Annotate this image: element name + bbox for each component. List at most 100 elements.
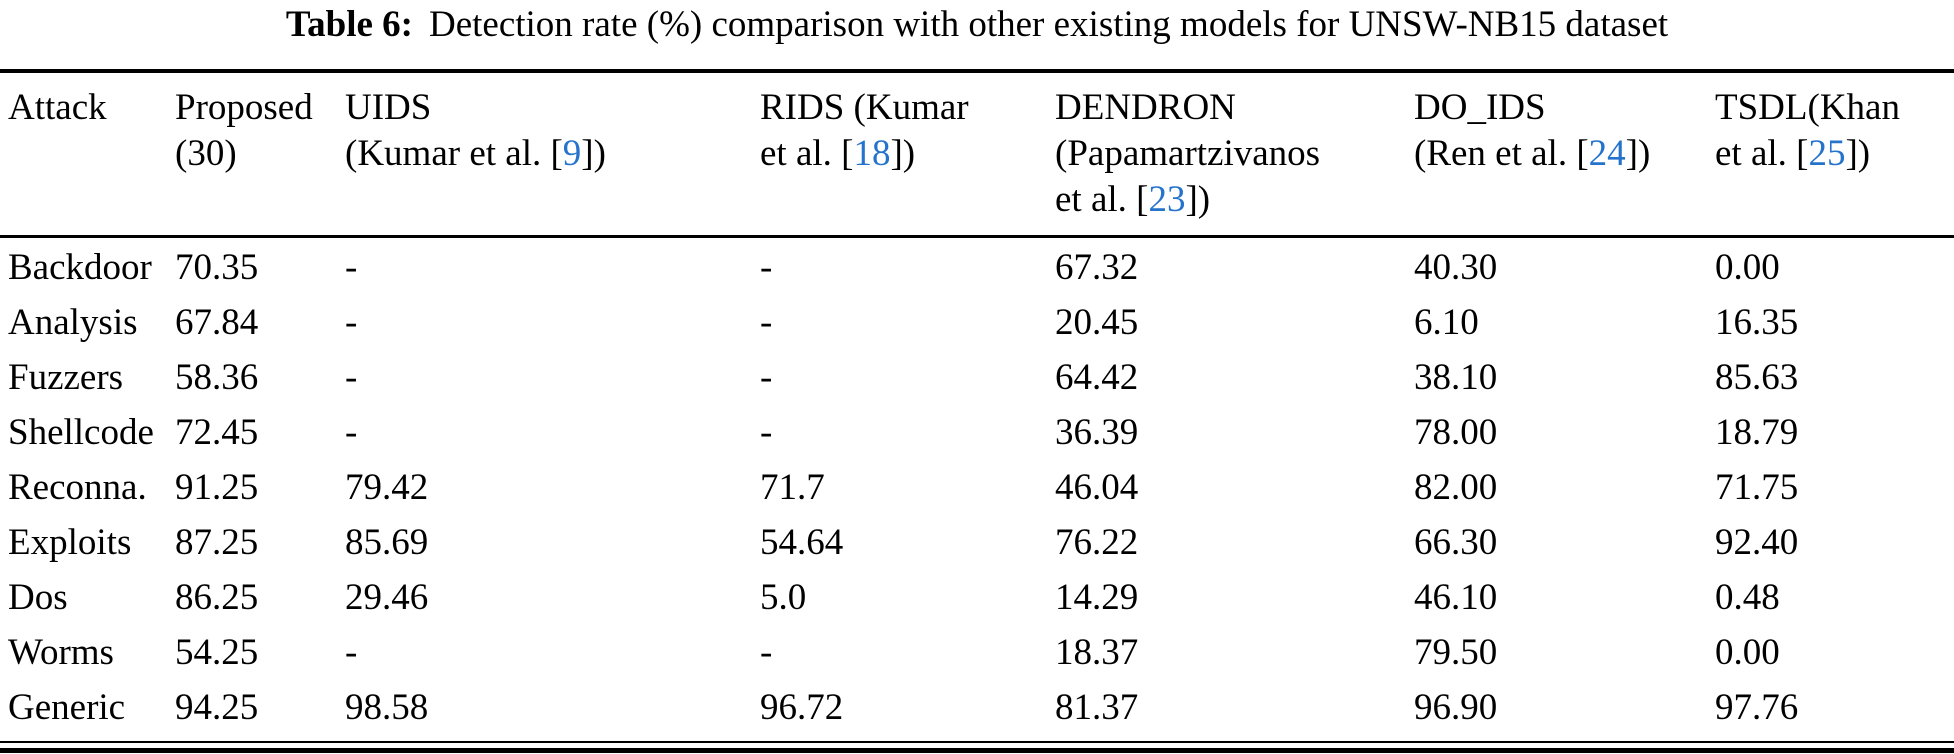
detection-rate-value: - — [760, 412, 773, 453]
table-row: Shellcode 72.45 - - 36.39 78.00 18.79 — [8, 405, 1954, 460]
column-header-line: UIDS — [345, 87, 432, 128]
table-row: Fuzzers 58.36 - - 64.42 38.10 85.63 — [8, 350, 1954, 405]
detection-rate-value: 0.00 — [1715, 632, 1780, 673]
column-header-uids: UIDS (Kumar et al. [9]) — [345, 85, 760, 223]
attack-name: Backdoor — [8, 247, 152, 288]
detection-rate-value: 40.30 — [1414, 247, 1498, 288]
column-header-line: (Kumar et al. [9]) — [345, 133, 606, 174]
detection-rate-value: 14.29 — [1055, 577, 1139, 618]
citation-link[interactable]: 23 — [1148, 179, 1186, 220]
detection-rate-value: 67.84 — [175, 302, 259, 343]
column-header-line: (Ren et al. [24]) — [1414, 133, 1651, 174]
citation-link[interactable]: 24 — [1588, 133, 1626, 174]
column-header-line: et al. [18]) — [760, 133, 916, 174]
detection-rate-value: 85.69 — [345, 522, 429, 563]
table-row: Analysis 67.84 - - 20.45 6.10 16.35 — [8, 295, 1954, 350]
detection-rate-value: 81.37 — [1055, 687, 1139, 728]
detection-rate-value: - — [760, 632, 773, 673]
detection-rate-value: 29.46 — [345, 577, 429, 618]
detection-rate-value: 97.76 — [1715, 687, 1799, 728]
detection-rate-value: 18.37 — [1055, 632, 1139, 673]
table-header-row: Attack Proposed (30) UIDS (Kumar et al. [9])… — [8, 85, 1954, 223]
detection-rate-value: 38.10 — [1414, 357, 1498, 398]
attack-name: Exploits — [8, 522, 132, 563]
attack-name: Fuzzers — [8, 357, 124, 398]
column-header-line: et al. [25]) — [1715, 133, 1871, 174]
detection-rate-value: 86.25 — [175, 577, 259, 618]
column-header-rids: RIDS (Kumar et al. [18]) — [760, 85, 1055, 223]
citation-link[interactable]: 25 — [1808, 133, 1846, 174]
table-header-rule — [0, 235, 1954, 238]
column-header-proposed: Proposed (30) — [175, 85, 345, 223]
detection-rate-value: 96.72 — [760, 687, 844, 728]
detection-rate-value: 79.50 — [1414, 632, 1498, 673]
detection-rate-value: 67.32 — [1055, 247, 1139, 288]
detection-rate-value: 82.00 — [1414, 467, 1498, 508]
detection-rate-value: - — [760, 357, 773, 398]
detection-rate-value: 79.42 — [345, 467, 429, 508]
column-header-line: DENDRON — [1055, 87, 1236, 128]
column-header-dendron: DENDRON (Papamartzivanos et al. [23]) — [1055, 85, 1414, 223]
detection-rate-value: 85.63 — [1715, 357, 1799, 398]
detection-rate-value: 94.25 — [175, 687, 259, 728]
detection-rate-value: 87.25 — [175, 522, 259, 563]
detection-rate-value: 54.25 — [175, 632, 259, 673]
detection-rate-value: 46.10 — [1414, 577, 1498, 618]
detection-rate-value: 58.36 — [175, 357, 259, 398]
table-bottom-thin-rule — [0, 741, 1954, 743]
table-bottom-thick-rule — [0, 748, 1954, 753]
detection-rate-value: - — [345, 357, 358, 398]
detection-rate-value: 78.00 — [1414, 412, 1498, 453]
table-row: Dos 86.25 29.46 5.0 14.29 46.10 0.48 — [8, 570, 1954, 625]
detection-rate-value: 76.22 — [1055, 522, 1139, 563]
column-header-tsdl: TSDL(Khan et al. [25]) — [1715, 85, 1954, 223]
detection-rate-value: 46.04 — [1055, 467, 1139, 508]
detection-rate-value: 72.45 — [175, 412, 259, 453]
citation-link[interactable]: 18 — [853, 133, 891, 174]
detection-rate-value: - — [345, 302, 358, 343]
detection-rate-value: 18.79 — [1715, 412, 1799, 453]
detection-rate-value: 16.35 — [1715, 302, 1799, 343]
detection-rate-value: 64.42 — [1055, 357, 1139, 398]
detection-rate-value: 6.10 — [1414, 302, 1479, 343]
column-header-do-ids: DO_IDS (Ren et al. [24]) — [1414, 85, 1715, 223]
attack-name: Reconna. — [8, 467, 147, 508]
attack-name: Dos — [8, 577, 68, 618]
table-row: Reconna. 91.25 79.42 71.7 46.04 82.00 71.75 — [8, 460, 1954, 515]
attack-name: Generic — [8, 687, 126, 728]
table-caption-label: Table 6: — [285, 4, 413, 45]
column-header-line: et al. [23]) — [1055, 179, 1211, 220]
column-header-line: (Papamartzivanos — [1055, 133, 1321, 174]
table-row: Generic 94.25 98.58 96.72 81.37 96.90 97.76 — [8, 680, 1954, 735]
detection-rate-value: 91.25 — [175, 467, 259, 508]
detection-rate-value: - — [345, 412, 358, 453]
table-row: Backdoor 70.35 - - 67.32 40.30 0.00 — [8, 240, 1954, 295]
column-header-line: TSDL(Khan — [1715, 87, 1900, 128]
column-header-line: DO_IDS — [1414, 87, 1546, 128]
detection-rate-value: 92.40 — [1715, 522, 1799, 563]
detection-rate-value: 36.39 — [1055, 412, 1139, 453]
detection-rate-value: 70.35 — [175, 247, 259, 288]
table-top-rule — [0, 69, 1954, 73]
detection-rate-value: 98.58 — [345, 687, 429, 728]
detection-rate-value: 5.0 — [760, 577, 807, 618]
detection-rate-value: - — [345, 632, 358, 673]
column-header-line: RIDS (Kumar — [760, 87, 969, 128]
detection-rate-value: 96.90 — [1414, 687, 1498, 728]
detection-rate-value: - — [760, 247, 773, 288]
detection-rate-value: - — [760, 302, 773, 343]
column-header-line: Proposed — [175, 87, 313, 128]
detection-rate-value: 66.30 — [1414, 522, 1498, 563]
attack-name: Analysis — [8, 302, 138, 343]
detection-rate-value: 71.7 — [760, 467, 825, 508]
column-header-line: (30) — [175, 133, 237, 174]
attack-name: Shellcode — [8, 412, 154, 453]
citation-link[interactable]: 9 — [562, 133, 582, 174]
column-header-attack: Attack — [8, 85, 175, 223]
detection-rate-value: - — [345, 247, 358, 288]
table-body: Backdoor 70.35 - - 67.32 40.30 0.00 Analysis 67.… — [8, 240, 1954, 735]
column-header-line: Attack — [8, 87, 107, 128]
detection-rate-value: 71.75 — [1715, 467, 1799, 508]
table-row: Exploits 87.25 85.69 54.64 76.22 66.30 92.40 — [8, 515, 1954, 570]
table-row: Worms 54.25 - - 18.37 79.50 0.00 — [8, 625, 1954, 680]
